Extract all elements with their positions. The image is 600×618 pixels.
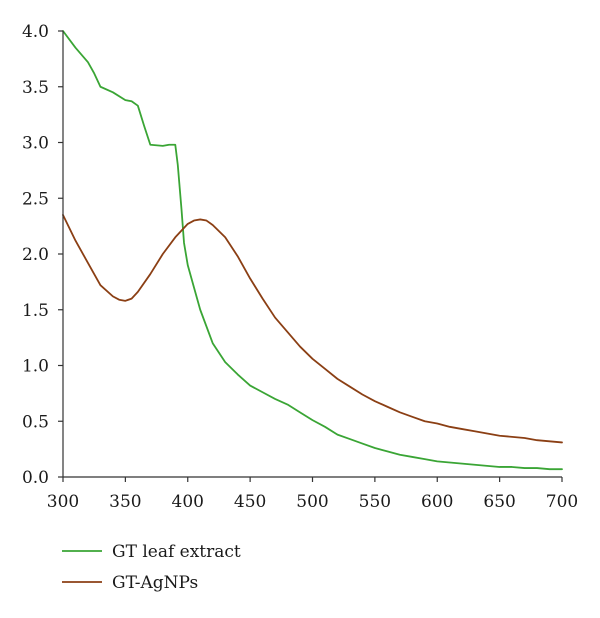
x-tick-label: 400 [172,492,204,512]
x-tick-label: 650 [483,492,515,512]
x-tick-label: 550 [359,492,391,512]
y-tick-label: 1.0 [22,357,49,377]
legend-label-gt-agnps: GT-AgNPs [112,573,198,593]
x-tick-label: 700 [546,492,578,512]
axes-group: 300 350 400 450 500 550 600 650 700 0.0 0.5 1.0 1.5 2… [22,22,578,512]
legend-label-gt-leaf-extract: GT leaf extract [112,542,241,562]
series-line-gt-agnps [62,214,563,444]
y-tick-label: 2.0 [22,245,49,265]
legend: GT leaf extract GT-AgNPs [62,542,241,593]
x-tick-label: 450 [234,492,266,512]
y-tick-label: 0.5 [22,412,49,432]
y-tick-label: 4.0 [22,22,49,42]
x-tick-label: 600 [421,492,453,512]
y-tick-label: 0.0 [22,468,49,488]
y-tick-label: 3.5 [22,78,49,98]
y-tick-label: 1.5 [22,301,49,321]
x-tick-label: 350 [109,492,141,512]
series-line-gt-leaf-extract [62,30,563,471]
y-tick-label: 2.5 [22,189,49,209]
x-tick-label: 300 [47,492,79,512]
series-group [62,30,563,471]
x-tick-label: 500 [296,492,328,512]
y-tick-label: 3.0 [22,134,49,154]
